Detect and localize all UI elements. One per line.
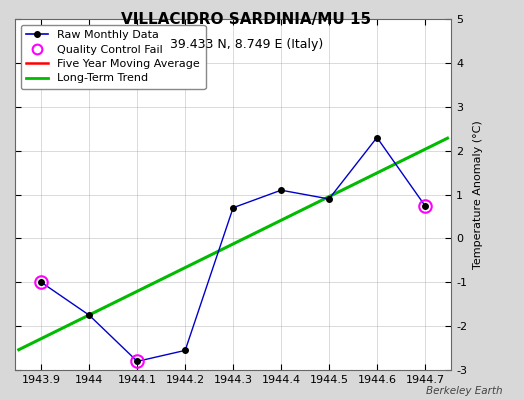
- Legend: Raw Monthly Data, Quality Control Fail, Five Year Moving Average, Long-Term Tren: Raw Monthly Data, Quality Control Fail, …: [20, 24, 205, 89]
- Text: Berkeley Earth: Berkeley Earth: [427, 386, 503, 396]
- Text: 39.433 N, 8.749 E (Italy): 39.433 N, 8.749 E (Italy): [170, 38, 323, 51]
- Text: VILLACIDRO SARDINIA/MU 15: VILLACIDRO SARDINIA/MU 15: [121, 12, 372, 27]
- Y-axis label: Temperature Anomaly (°C): Temperature Anomaly (°C): [473, 120, 483, 269]
